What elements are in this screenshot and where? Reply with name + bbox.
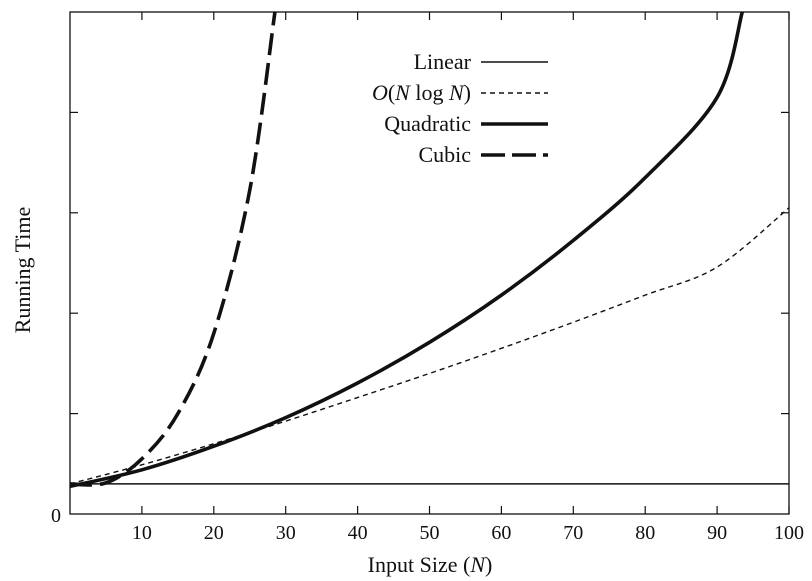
series-line-3 [70,12,744,489]
legend: Linear O(N log N) Quadratic Cubic [372,49,548,167]
x-axis-title: Input Size (N) [368,552,493,577]
y-axis-title: Running Time [10,207,35,334]
legend-label: Quadratic [384,111,471,136]
x-tick-label: 20 [204,522,224,544]
x-tick-label: 50 [420,522,440,544]
series-line-4 [70,12,277,487]
x-tick-label: 10 [132,522,152,544]
series-line-2 [70,207,789,485]
legend-label: Cubic [418,142,471,167]
x-axis-title-part-1: Input Size ( [368,552,471,577]
x-tick-label: 60 [491,522,511,544]
x-tick-label: 70 [563,522,583,544]
x-tick-label: 90 [707,522,727,544]
ticks-layer: 10 20 30 40 50 60 70 80 90 100 [70,12,804,544]
x-axis-title-variable: N [469,552,486,577]
series-layer [70,12,789,489]
x-tick-label: 80 [635,522,655,544]
x-tick-label: 100 [774,522,804,544]
x-tick-label: 30 [276,522,296,544]
legend-label: Linear [414,49,472,74]
x-axis-title-part-2: ) [485,552,492,577]
x-tick-label: 40 [348,522,368,544]
legend-label: O(N log N) [372,80,471,105]
y-origin-label: 0 [51,505,61,527]
